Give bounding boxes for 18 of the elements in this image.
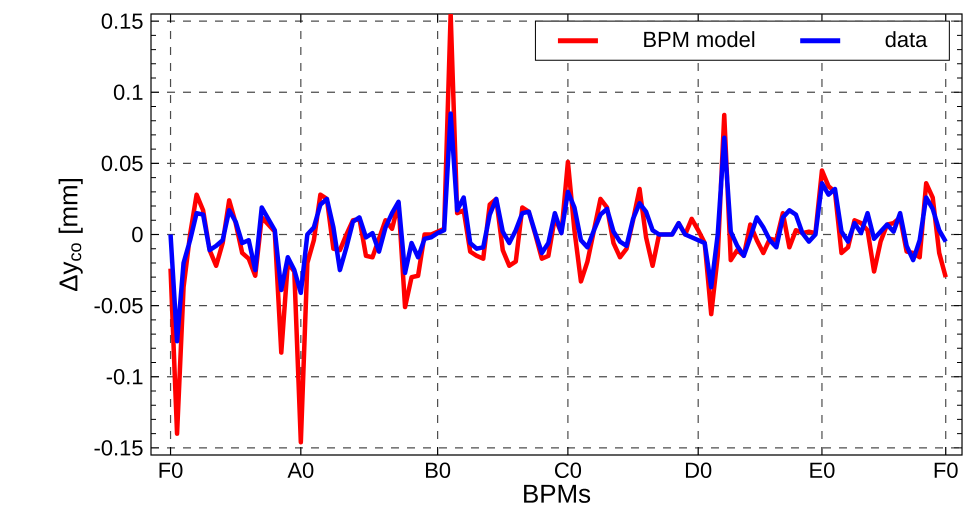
x-tick-label: B0: [426, 462, 450, 478]
y-tick-label: -0.15: [94, 440, 143, 456]
x-tick-label: E0: [810, 462, 834, 478]
y-tick-label: 0: [132, 226, 143, 242]
y-tick-label: -0.05: [94, 298, 143, 314]
legend-label: BPM model: [644, 31, 754, 48]
y-tick-label: 0.1: [114, 84, 142, 100]
x-tick-label: F0: [160, 462, 182, 478]
legend-label: data: [886, 31, 928, 48]
x-axis-title: BPMs: [524, 484, 590, 503]
y-tick-label: -0.1: [106, 368, 142, 385]
y-tick-label: 0.15: [102, 13, 143, 29]
x-tick-label: D0: [686, 462, 712, 478]
y-tick-label: 0.05: [102, 156, 143, 172]
x-tick-label: C0: [555, 462, 582, 478]
y-axis-title: Δy$_{co}$ [mm]: [58, 179, 83, 292]
x-tick-label: A0: [287, 462, 314, 478]
x-tick-label: F0: [934, 462, 958, 478]
